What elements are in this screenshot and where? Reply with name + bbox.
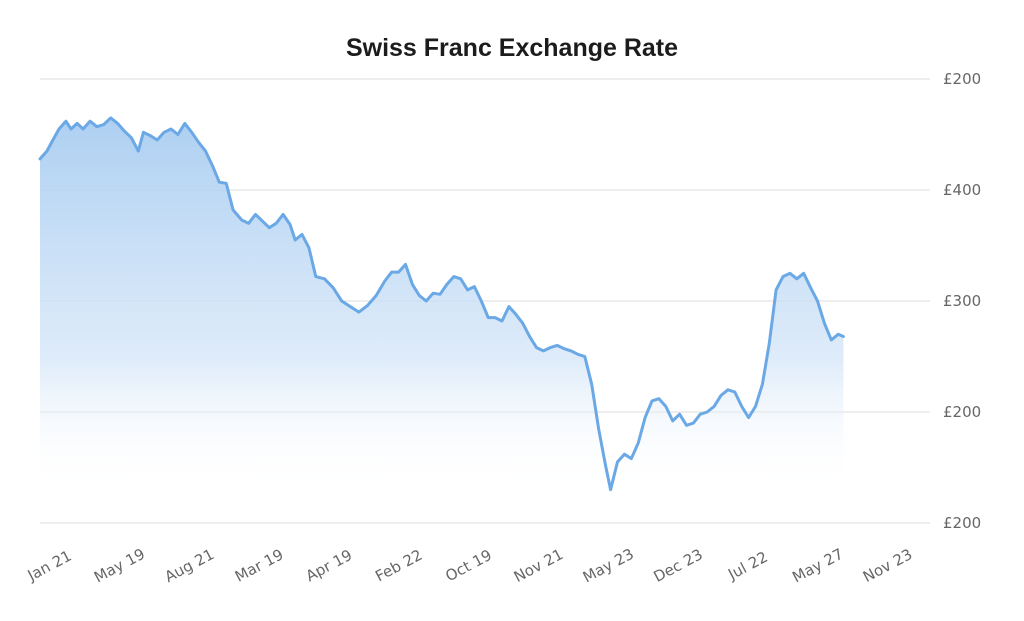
x-tick-label: Dec 23 [651,545,706,586]
x-tick-label: Aug 21 [162,545,217,586]
x-tick-label: Oct 19 [442,546,494,585]
chart-title: Swiss Franc Exchange Rate [345,34,679,62]
y-tick-label: £300 [943,292,981,310]
x-tick-label: May 19 [91,545,148,587]
y-tick-label: £400 [943,181,981,199]
series-area [40,117,844,490]
x-axis-ticks: Jan 21 May 19 Aug 21 Mar 19 Apr 19 Feb 22 Oct … [24,545,916,587]
x-tick-label: Nov 21 [511,545,566,586]
x-tick-label: Feb 22 [372,546,425,586]
y-tick-label: £200 [943,403,981,421]
x-tick-label: May 23 [580,545,637,587]
series-area-fill [40,117,844,490]
x-tick-label: May 27 [789,545,846,587]
x-tick-label: Apr 19 [303,546,355,585]
series-line-path [38,116,845,492]
y-tick-label: £200 [943,514,981,532]
series-line [38,116,845,492]
y-tick-label: £200 [943,70,981,88]
x-tick-label: Jan 21 [24,547,75,585]
x-tick-label: Mar 19 [232,545,287,585]
x-tick-label: Nov 23 [860,545,915,586]
x-tick-label: Jul 22 [724,548,770,584]
y-axis-ticks: £200 £200 £300 £400 £200 [943,70,981,532]
